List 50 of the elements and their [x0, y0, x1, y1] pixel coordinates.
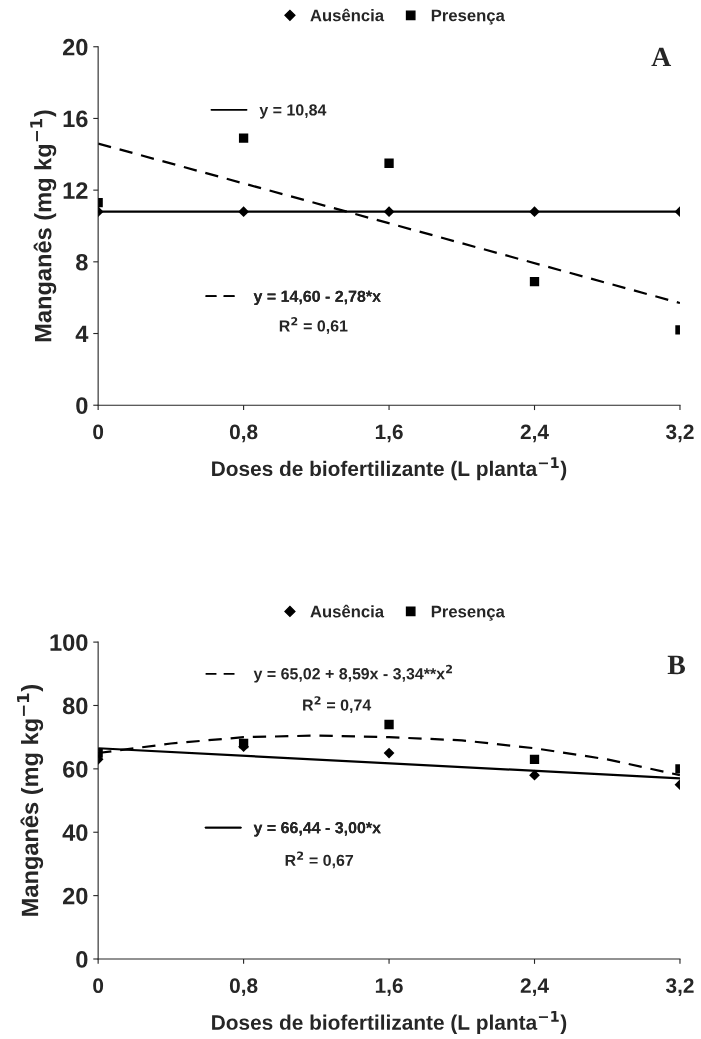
x-tick-label: 3,2: [665, 978, 694, 997]
legend-label: y = 14,60 - 2,78*x: [253, 290, 381, 306]
x-tick-label: 3,2: [665, 424, 694, 443]
y-tick-label: 4: [75, 325, 89, 343]
x-tick-label: 2,4: [520, 978, 549, 997]
y-tick-label: 12: [63, 182, 88, 199]
legend-label: Ausência: [310, 8, 385, 22]
x-tick-label: 0,8: [229, 978, 258, 997]
point: [383, 747, 395, 759]
y-tick-label: 20: [62, 887, 88, 905]
point: [238, 133, 249, 143]
legend-label: y = 10,84: [259, 104, 327, 119]
y-tick-label: 40: [62, 824, 88, 842]
annotation: R$^{2}$ = 0,61: [279, 317, 348, 334]
y-tick-label: 80: [62, 697, 88, 715]
x-axis-title: Doses de biofertilizante (L planta$^{−1}$): [212, 1011, 567, 1034]
point: [383, 206, 395, 218]
y-axis-title: Manganês (mg kg$^{−1}$): [30, 110, 57, 342]
annotation: A: [651, 47, 672, 67]
y-tick-label: 100: [50, 634, 88, 651]
annotation: B: [667, 655, 686, 675]
point: [529, 769, 540, 781]
x-tick-label: 2,4: [520, 424, 549, 443]
point: [529, 276, 540, 287]
x-tick-label: 1,6: [375, 424, 403, 443]
point: [384, 158, 394, 168]
point: [238, 738, 249, 749]
y-tick-label: 8: [76, 253, 88, 271]
y-tick-label: 0: [76, 951, 88, 968]
legend-label: y = 66,44 - 3,00*x: [253, 822, 381, 837]
point: [384, 719, 394, 730]
y-axis-title: Manganês (mg kg$^{−1}$): [17, 684, 44, 916]
point: [529, 206, 540, 218]
x-tick-label: 1,6: [375, 978, 403, 997]
point: [238, 206, 249, 218]
x-axis-title: Doses de biofertilizante (L planta$^{−1}$): [212, 457, 567, 481]
y-tick-label: 20: [62, 38, 88, 56]
legend-label: Presença: [431, 9, 505, 25]
legend-label: Presença: [431, 605, 505, 621]
y-tick-label: 60: [63, 760, 88, 778]
x-tick-label: 0: [93, 424, 104, 440]
y-tick-label: 0: [76, 397, 88, 414]
annotation: R$^{2}$ = 0,74: [303, 696, 372, 714]
x-tick-label: 0,8: [229, 424, 258, 443]
annotation: R$^{2}$ = 0,67: [285, 851, 354, 869]
point: [529, 754, 540, 765]
legend-label: Ausência: [310, 604, 385, 618]
y-tick-label: 16: [63, 110, 88, 128]
legend-label: y = 65,02 + 8,59x - 3,34**x$^{2}$: [253, 664, 453, 683]
x-tick-label: 0: [93, 978, 104, 994]
